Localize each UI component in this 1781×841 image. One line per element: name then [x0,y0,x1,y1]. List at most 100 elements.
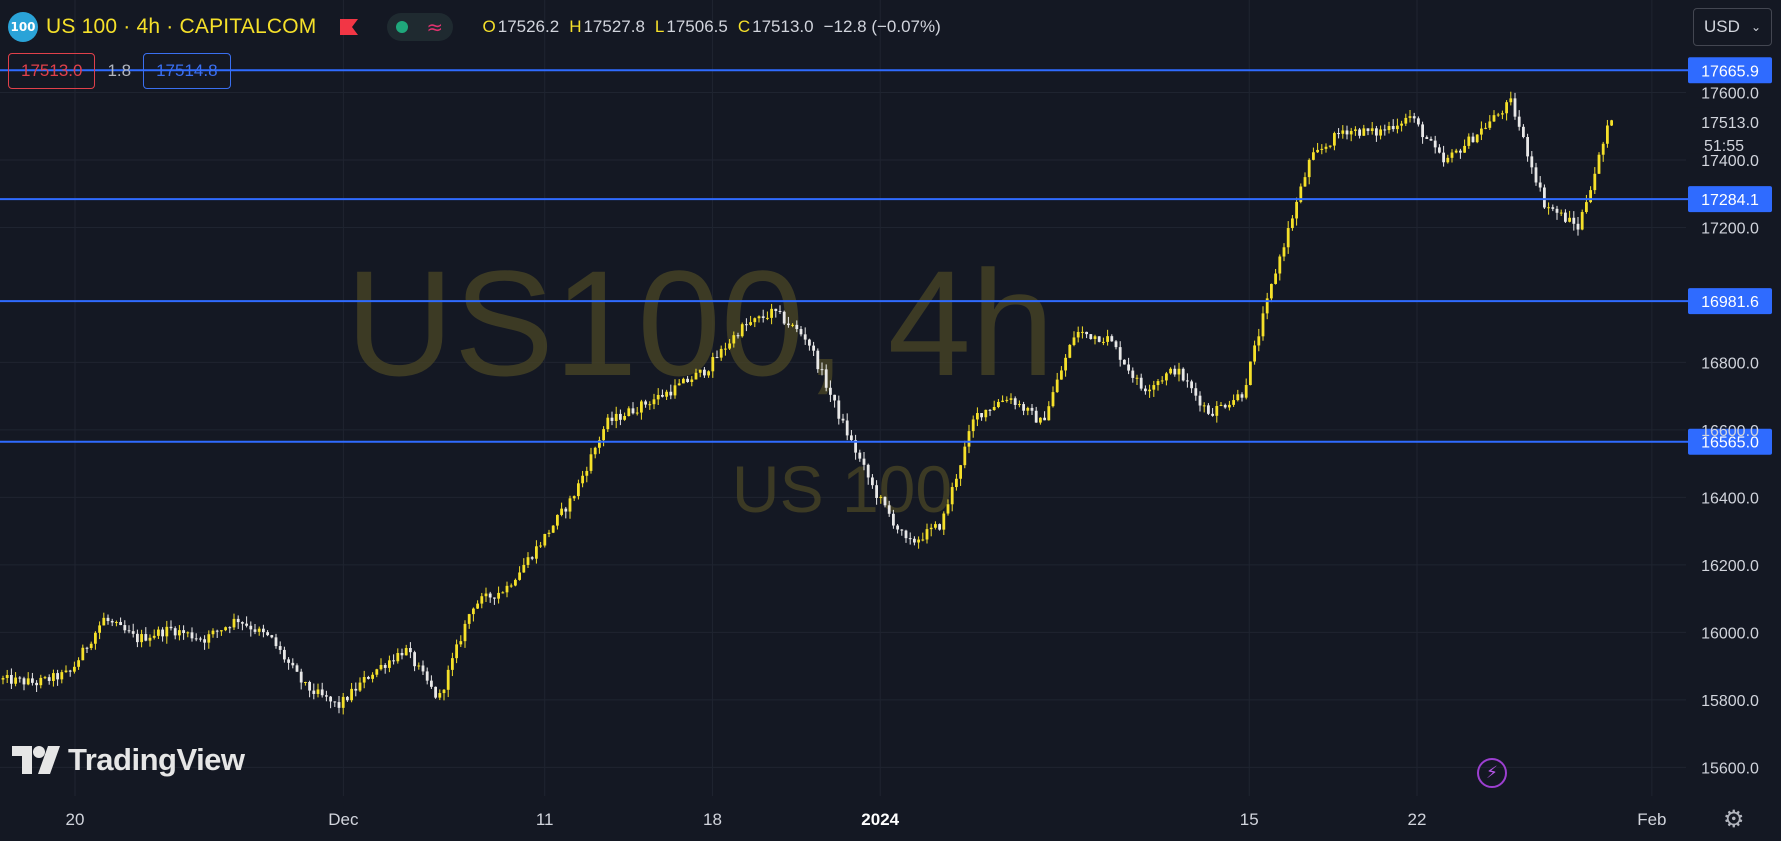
candle-body [421,665,425,672]
candle-body [1488,121,1492,128]
candle-body [253,629,257,632]
candle-body [1459,150,1462,153]
flag-icon[interactable] [339,18,359,36]
candle-body [98,625,101,633]
candle-body [1181,368,1185,381]
candle-body [1450,152,1454,158]
candle-body [178,630,181,636]
candle-body [543,533,547,546]
candle-body [1102,341,1105,343]
chevron-down-icon: ⌄ [1750,20,1761,34]
candle-body [1543,187,1546,208]
candle-body [1534,167,1538,183]
candle-body [1013,398,1017,405]
currency-label: USD [1704,17,1740,36]
time-tick-label: 22 [1408,810,1427,829]
watermark-title: US100, 4h [346,239,1055,407]
time-tick-label: Dec [328,810,359,829]
candle-body [60,672,64,680]
candle-body [908,538,912,540]
candle-body [1312,152,1315,160]
candle-body [585,470,589,476]
price-tick-label: 17400.0 [1701,153,1759,170]
candle-body [316,689,320,694]
buy-button[interactable]: 17514.8 [143,53,231,89]
candle-body [81,647,85,661]
candle-body [602,429,605,441]
candle-body [1606,125,1609,144]
time-tick-label: 18 [703,810,722,829]
candle-body [1018,404,1021,406]
candle-body [1240,394,1244,398]
candle-body [871,477,874,486]
time-axis: 20Dec111820241522Feb12 [66,810,1667,829]
candle-body [400,652,404,656]
candle-body [1433,140,1437,148]
candle-body [1270,283,1273,299]
symbol-title[interactable]: US 100 · 4h · CAPITALCOM [46,15,317,38]
candle-body [598,440,601,448]
candle-body [1341,130,1345,134]
candle-body [1068,344,1072,358]
candle-body [854,440,857,453]
candle-body [1303,177,1307,187]
candle-body [161,629,164,637]
candle-body [190,632,194,639]
candle-body [110,621,114,623]
sell-button[interactable]: 17513.0 [8,53,96,89]
candle-body [707,371,710,376]
candle-body [1219,404,1223,406]
candle-body [257,628,261,632]
candle-body [896,525,899,530]
candle-body [325,695,328,697]
candle-body [1509,98,1513,103]
flash-icon[interactable]: ⚡ [1477,758,1507,788]
candle-body [10,674,13,684]
candle-body [1211,413,1214,416]
candle-body [312,690,316,694]
candle-body [1597,154,1601,174]
candle-body [887,505,891,514]
candle-body [921,539,925,541]
candle-body [1064,357,1067,371]
candle-body [761,316,765,318]
candle-body [1362,128,1366,136]
candle-body [833,394,836,401]
currency-select[interactable]: USD ⌄ [1693,8,1772,46]
candle-body [1047,406,1051,421]
candle-body [1194,388,1198,396]
level-price-label: 16981.6 [1701,294,1759,311]
candle-body [858,452,862,459]
market-status-pill[interactable]: ≈ [386,13,453,41]
gear-icon[interactable]: ⚙ [1723,805,1745,833]
candle-body [1568,217,1571,222]
candle-body [35,682,38,686]
candle-body [1513,98,1517,117]
candle-body [173,628,177,636]
candle-body [472,608,475,615]
candle-body [1555,208,1559,213]
candle-body [127,630,131,632]
candle-body [245,623,248,626]
candle-body [1522,126,1525,138]
candle-body [719,348,723,358]
candle-body [157,629,160,636]
candle-body [295,665,299,672]
candle-body [152,635,156,638]
candle-body [992,406,996,410]
candle-body [1076,331,1080,338]
candle-body [1139,377,1143,389]
symbol-logo[interactable]: 100 [8,12,38,42]
candle-body [1299,186,1303,202]
time-tick-label: 15 [1240,810,1259,829]
candle-body [1039,417,1042,423]
candle-body [22,678,26,685]
candle-body [829,387,832,395]
tradingview-logo[interactable]: TradingView [12,742,245,778]
candle-body [1324,146,1328,149]
candle-body [1001,400,1004,402]
candle-body [623,416,626,420]
candle-body [589,454,593,471]
candle-body [980,413,983,418]
